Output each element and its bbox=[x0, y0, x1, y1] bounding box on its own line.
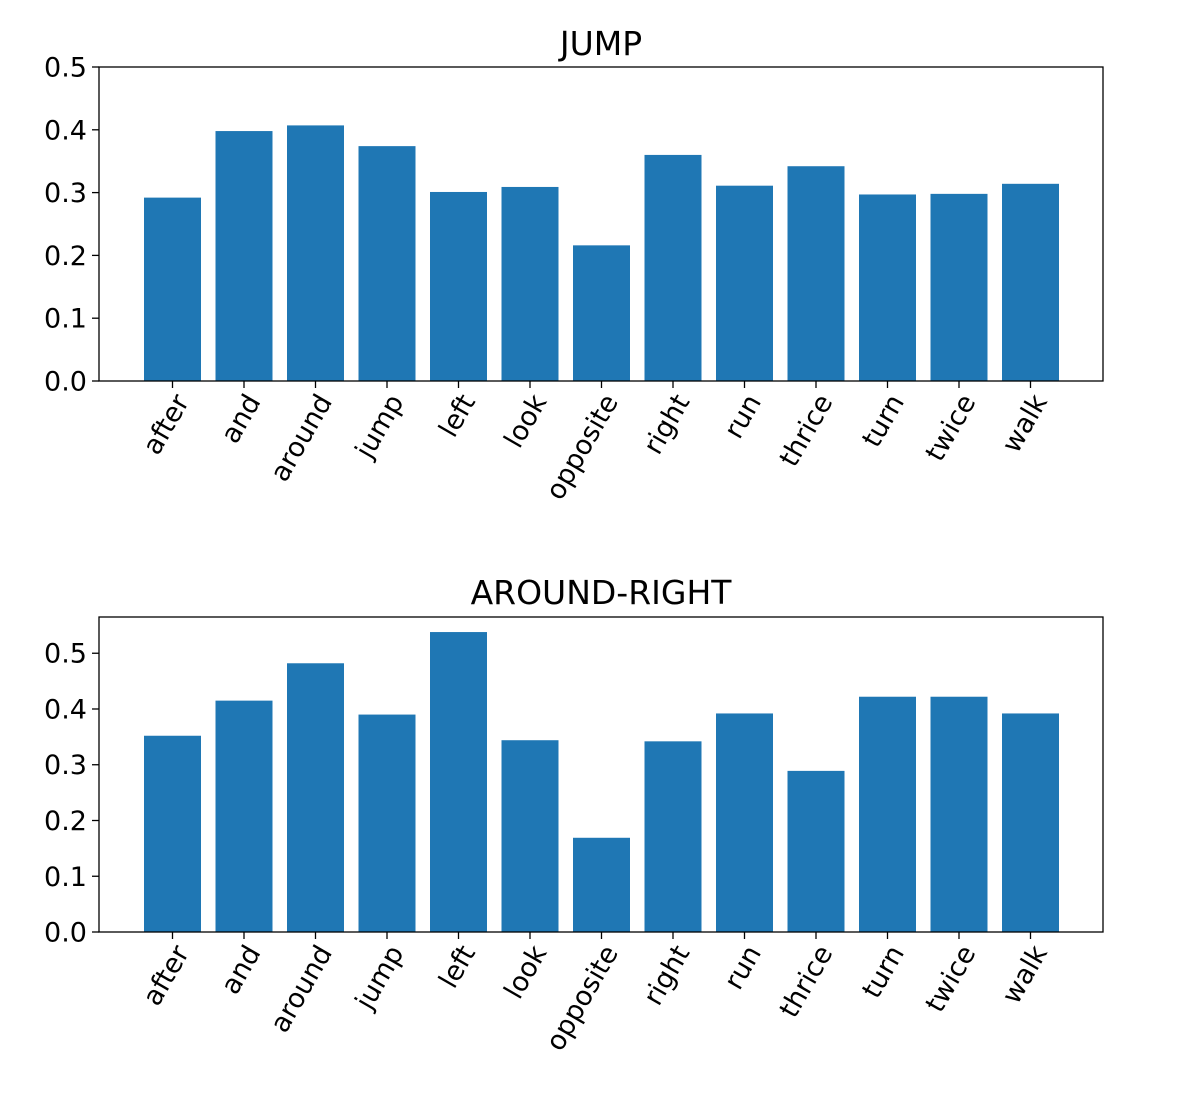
bar-walk bbox=[1002, 183, 1059, 381]
bar-walk bbox=[1002, 713, 1059, 932]
y-tick-label: 0.5 bbox=[44, 53, 87, 84]
bars-group bbox=[144, 125, 1059, 382]
bar-look bbox=[501, 186, 559, 381]
bar-right bbox=[644, 741, 702, 932]
bar-turn bbox=[859, 194, 916, 381]
bar-after bbox=[144, 197, 201, 381]
chart-title: JUMP bbox=[558, 24, 642, 63]
bar-jump bbox=[358, 714, 416, 932]
bar-run bbox=[716, 185, 773, 381]
y-tick-label: 0.4 bbox=[44, 115, 87, 146]
y-tick-label: 0.5 bbox=[44, 639, 87, 670]
bars-group bbox=[144, 632, 1059, 932]
axes-frame bbox=[98, 66, 1104, 382]
bar-look bbox=[501, 740, 559, 932]
bar-left bbox=[430, 632, 487, 932]
y-tick-label: 0.1 bbox=[44, 304, 87, 335]
bar-turn bbox=[859, 696, 916, 932]
y-axis-ticks: 0.0 0.1 0.2 0.3 0.4 0.5 bbox=[44, 53, 99, 398]
y-tick-label: 0.2 bbox=[44, 241, 87, 272]
bar-opposite bbox=[573, 837, 630, 932]
y-tick-label: 0.4 bbox=[44, 694, 87, 725]
axes-frame bbox=[98, 616, 1104, 933]
bar-thrice bbox=[787, 770, 845, 932]
y-tick-label: 0.3 bbox=[44, 178, 87, 209]
bar-opposite bbox=[573, 245, 630, 381]
chart-title: AROUND-RIGHT bbox=[471, 573, 733, 612]
bar-and bbox=[215, 131, 273, 381]
bar-twice bbox=[930, 193, 988, 381]
bar-and bbox=[215, 700, 273, 932]
bar-right bbox=[644, 154, 702, 381]
bar-left bbox=[430, 191, 487, 381]
y-axis-ticks: 0.0 0.1 0.2 0.3 0.4 0.5 bbox=[44, 639, 99, 949]
bar-around bbox=[287, 663, 344, 932]
y-tick-label: 0.0 bbox=[44, 367, 87, 398]
bar-jump bbox=[358, 146, 416, 381]
bar-run bbox=[716, 713, 773, 932]
bar-after bbox=[144, 735, 201, 932]
y-tick-label: 0.1 bbox=[44, 862, 87, 893]
y-tick-label: 0.2 bbox=[44, 806, 87, 837]
bar-around bbox=[287, 125, 344, 382]
bar-twice bbox=[930, 696, 988, 932]
y-tick-label: 0.0 bbox=[44, 918, 87, 949]
bar-thrice bbox=[787, 166, 845, 381]
y-tick-label: 0.3 bbox=[44, 750, 87, 781]
